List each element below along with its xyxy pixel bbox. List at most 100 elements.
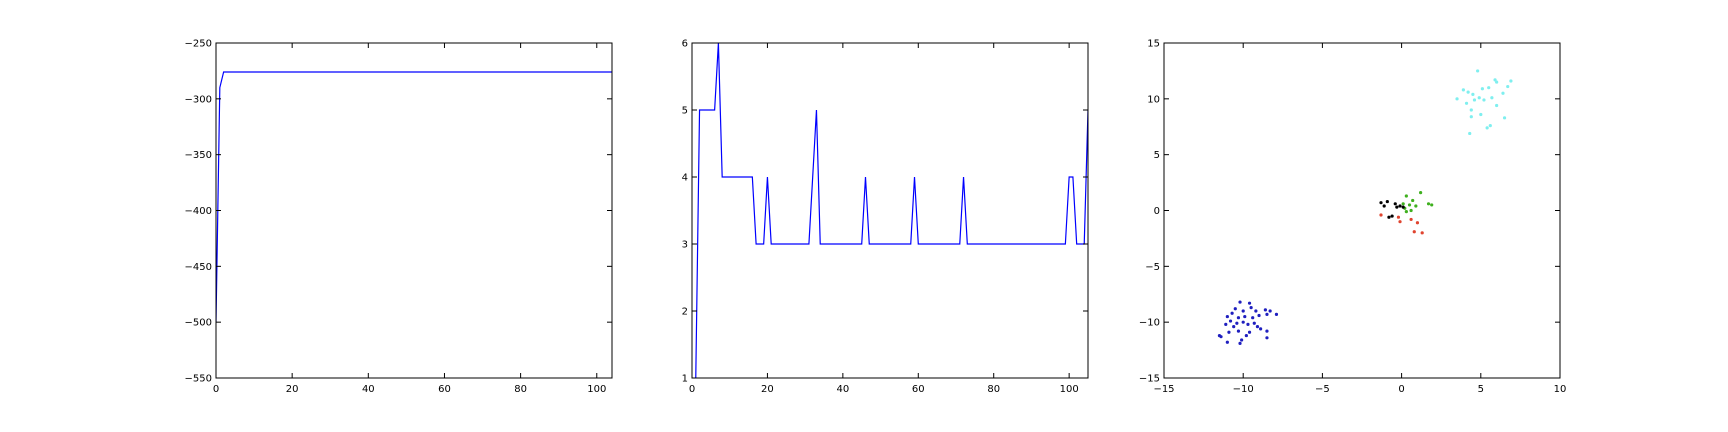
scatter-point (1471, 92, 1475, 96)
scatter-point (1233, 307, 1237, 311)
scatter-point (1382, 204, 1386, 208)
scatter-point (1236, 329, 1241, 333)
scatter-point (1393, 202, 1397, 206)
scatter-point (1238, 341, 1242, 345)
scatter-point (1464, 101, 1469, 105)
scatter-point (1236, 316, 1241, 320)
x-tick-label: 40 (362, 384, 375, 395)
scatter-point (1501, 91, 1505, 95)
x-tick-label: 5 (1478, 384, 1484, 395)
scatter-point (1385, 199, 1389, 204)
y-tick-label: −450 (185, 262, 212, 273)
scatter-point (1415, 221, 1420, 225)
axes-frame (691, 42, 1089, 379)
y-tick-label: −15 (1139, 374, 1160, 385)
scatter-point (1228, 319, 1233, 323)
x-tick-label: 0 (689, 384, 695, 395)
plot-area (216, 71, 612, 323)
scatter-point (1259, 327, 1263, 331)
y-tick-label: −300 (185, 94, 212, 105)
scatter-point (1469, 115, 1473, 119)
scatter-point (1411, 198, 1415, 203)
scatter-point (1469, 108, 1473, 112)
subplot-left-line-chart: 0 20 40 60 80 100 −250 −300 −350 −400 −450 −500 −550 (185, 39, 613, 395)
scatter-point (1390, 214, 1394, 218)
scatter-point (1263, 308, 1267, 312)
scatter-point (1224, 322, 1228, 326)
scatter-point (1426, 202, 1431, 206)
subplot-middle-line-chart: 0 20 40 60 80 100 1 2 3 4 5 6 (682, 39, 1089, 395)
x-tick-label: 0 (1398, 384, 1404, 395)
scatter-point (1398, 220, 1402, 224)
scatter-point (1244, 333, 1248, 338)
scatter-point (1247, 301, 1252, 305)
x-tick-label: 80 (514, 384, 527, 395)
scatter-point (1487, 86, 1491, 90)
scatter-point (1493, 78, 1497, 82)
y-tick-label: 15 (1147, 39, 1160, 50)
scatter-point (1466, 90, 1470, 94)
scatter-point (1265, 312, 1269, 316)
x-tick-label: −10 (1233, 384, 1254, 395)
scatter-point (1395, 205, 1399, 209)
scatter-point (1225, 314, 1229, 319)
y-tick-label: 10 (1147, 94, 1160, 105)
x-tick-label: 80 (987, 384, 1000, 395)
y-tick-label: 0 (1154, 206, 1160, 217)
scatter-point (1235, 321, 1239, 325)
scatter-point (1398, 204, 1402, 208)
x-tick-label: 60 (438, 384, 451, 395)
axes-frame (215, 42, 613, 379)
scatter-point (1230, 311, 1234, 315)
scatter-point (1249, 306, 1253, 310)
x-tick-label: 40 (836, 384, 849, 395)
x-tick-label: 100 (587, 384, 606, 395)
scatter-point (1404, 210, 1408, 214)
x-tick-label: 100 (1060, 384, 1079, 395)
y-tick-label: −250 (185, 39, 212, 50)
scatter-point (1219, 335, 1223, 339)
scatter-point (1238, 300, 1242, 304)
y-tick-label: 4 (682, 173, 688, 184)
y-tick-label: −10 (1139, 318, 1160, 329)
scatter-point (1509, 79, 1513, 83)
x-tick-label: −5 (1315, 384, 1330, 395)
scatter-point (1257, 313, 1261, 318)
scatter-point (1495, 103, 1499, 108)
subplot-right-scatter-plot: −15 −10 −5 0 5 10 15 10 5 0 −5 −10 −15 (1139, 39, 1566, 396)
series-line (695, 43, 1088, 378)
x-tick-label: 0 (213, 384, 219, 395)
scatter-point (1246, 322, 1250, 326)
scatter-point (1468, 131, 1472, 136)
x-tick-label: 20 (761, 384, 774, 395)
scatter-point (1251, 316, 1255, 320)
scatter-point (1404, 194, 1408, 198)
scatter-point (1379, 213, 1383, 217)
scatter-point (1407, 203, 1412, 207)
axes-frame (1163, 42, 1561, 379)
scatter-point (1420, 231, 1424, 235)
scatter-point (1232, 325, 1236, 329)
y-tick-label: −5 (1145, 262, 1160, 273)
scatter-point (1240, 338, 1244, 342)
y-tick-label: −550 (185, 374, 212, 385)
x-tick-label: −15 (1153, 384, 1174, 395)
scatter-point (1495, 80, 1499, 84)
scatter-point (1482, 98, 1486, 102)
scatter-point (1247, 330, 1252, 334)
scatter-point (1379, 201, 1383, 205)
scatter-point (1387, 215, 1391, 219)
y-tick-label: −500 (185, 318, 212, 329)
scatter-point (1506, 84, 1510, 89)
plot-area (695, 43, 1088, 378)
scatter-point (1243, 314, 1247, 319)
series-line (216, 71, 612, 323)
scatter-point (1476, 69, 1480, 73)
plot-area (1217, 69, 1513, 345)
scatter-point (1401, 202, 1405, 206)
y-tick-label: −350 (185, 150, 212, 161)
scatter-point (1485, 126, 1489, 130)
scatter-point (1409, 217, 1413, 222)
scatter-point (1265, 336, 1269, 340)
scatter-point (1252, 321, 1256, 325)
